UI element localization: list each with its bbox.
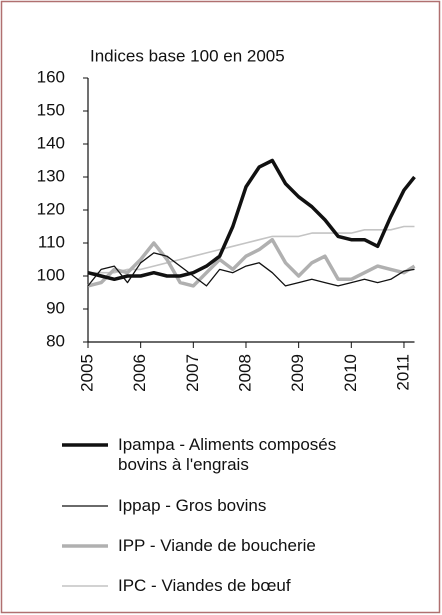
- x-tick-label: 2009: [288, 354, 307, 392]
- y-tick-label: 90: [46, 298, 65, 317]
- legend-label: Ipampa - Aliments composés bovins à l'en…: [118, 435, 337, 474]
- series-line: [88, 225, 415, 274]
- legend-label: IPP - Viande de boucherie: [118, 536, 316, 555]
- x-tick-label: 2005: [77, 354, 96, 392]
- series-line: [87, 252, 415, 287]
- x-tick-label: 2010: [341, 354, 360, 392]
- legend-label: IPC - Viandes de bœuf: [118, 576, 291, 595]
- y-tick-label: 80: [46, 331, 65, 350]
- x-tick-label: 2008: [235, 354, 254, 392]
- series-line: [87, 237, 416, 288]
- y-tick-label: 150: [37, 100, 65, 119]
- chart-title: Indices base 100 en 2005: [90, 46, 285, 65]
- y-tick-label: 120: [37, 199, 65, 218]
- y-tick-label: 130: [37, 166, 65, 185]
- legend-label: Ippap - Gros bovins: [118, 496, 267, 515]
- x-tick-label: 2006: [130, 354, 149, 392]
- y-tick-label: 140: [37, 133, 65, 152]
- y-tick-label: 100: [37, 265, 65, 284]
- y-tick-label: 160: [37, 67, 65, 86]
- x-tick-label: 2007: [183, 354, 202, 392]
- x-tick-label: 2011: [393, 354, 412, 391]
- series-line: [87, 158, 416, 282]
- y-tick-label: 110: [38, 232, 65, 251]
